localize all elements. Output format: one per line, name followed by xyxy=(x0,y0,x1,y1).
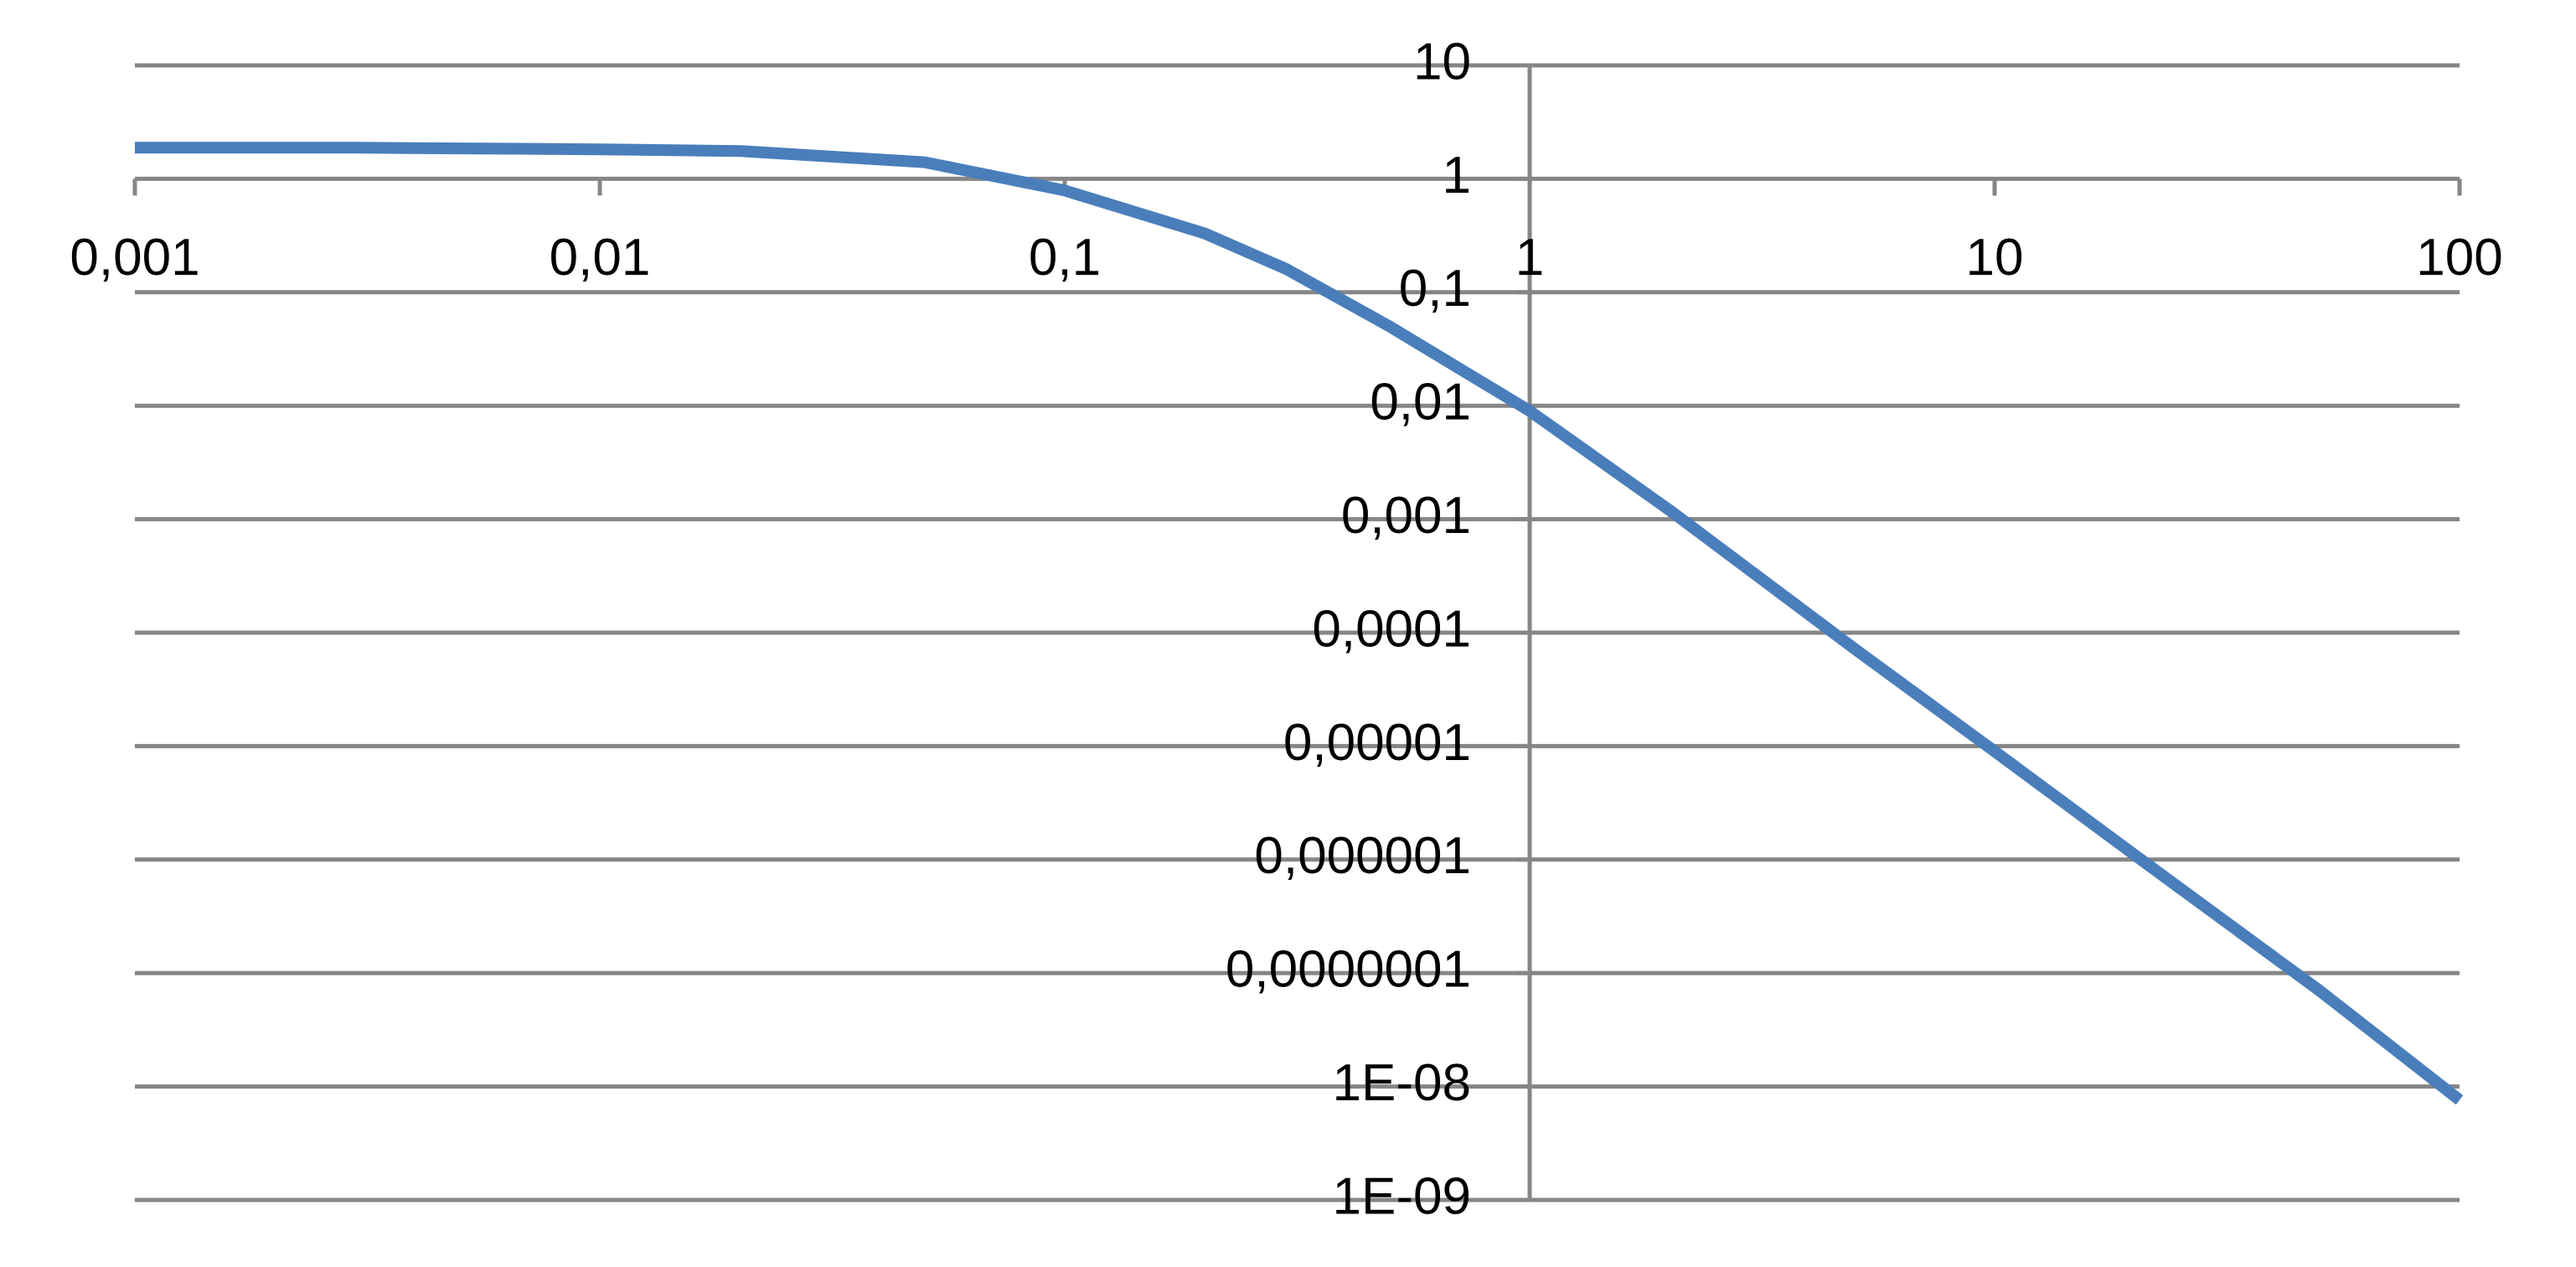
x-tick-label: 0,01 xyxy=(550,229,651,287)
y-tick-label: 1E-08 xyxy=(1333,1054,1471,1112)
y-tick-label: 0,0001 xyxy=(1312,600,1471,658)
x-tick-label: 1 xyxy=(1515,229,1544,287)
y-tick-label: 0,0000001 xyxy=(1226,941,1471,999)
y-tick-label: 10 xyxy=(1413,33,1471,90)
y-tick-label: 1E-09 xyxy=(1333,1167,1471,1225)
y-tick-label: 0,001 xyxy=(1341,487,1471,545)
x-tick-label: 100 xyxy=(2416,229,2502,287)
x-tick-label: 0,001 xyxy=(70,229,199,287)
y-tick-label: 1 xyxy=(1443,147,1471,204)
y-tick-label: 0,01 xyxy=(1370,374,1471,432)
x-tick-label: 10 xyxy=(1966,229,2024,287)
y-tick-label: 0,00001 xyxy=(1283,714,1471,772)
x-tick-label: 0,1 xyxy=(1029,229,1101,287)
y-tick-label: 0,000001 xyxy=(1254,827,1471,885)
data-line xyxy=(135,142,2464,1105)
y-tick-label: 0,1 xyxy=(1399,260,1471,318)
